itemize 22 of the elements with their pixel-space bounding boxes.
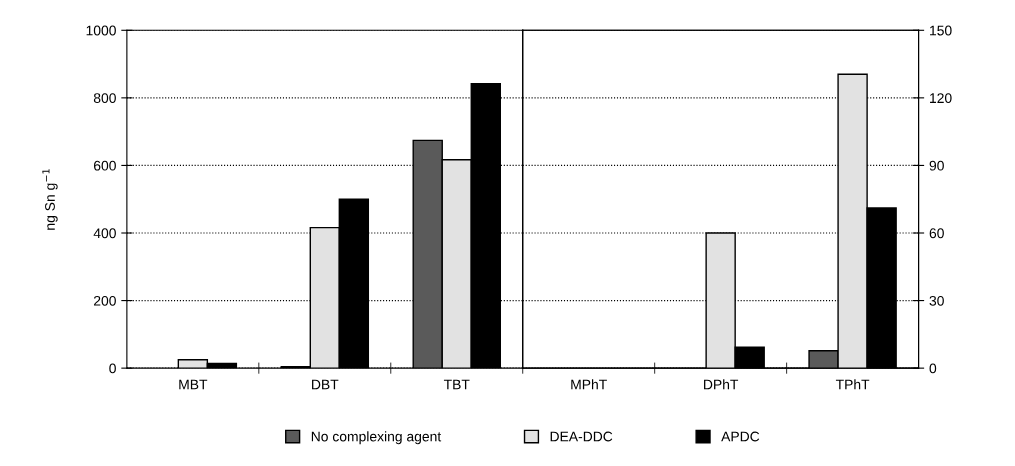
y2-tick-label: 150 bbox=[930, 25, 952, 36]
y2-tick-label: 0 bbox=[929, 363, 937, 374]
y-tick-label: 800 bbox=[93, 93, 116, 104]
x-tick-label: TBT bbox=[443, 379, 470, 390]
x-tick-label: MBT bbox=[179, 379, 208, 390]
x-tick-label: DBT bbox=[312, 379, 339, 390]
x-tick-label: DPhT bbox=[704, 379, 739, 390]
x-tick-label: MPhT bbox=[571, 379, 607, 390]
y-tick-label: 400 bbox=[93, 228, 116, 239]
legend-label: No complexing agent bbox=[311, 431, 442, 445]
y-tick-label: 1000 bbox=[86, 25, 116, 36]
x-tick-label: TPhT bbox=[835, 379, 870, 390]
y-tick-label: 0 bbox=[109, 363, 116, 374]
y2-tick-label: 30 bbox=[929, 295, 944, 306]
y-axis-title: ng Sn g$^{−1}$ bbox=[42, 169, 58, 230]
y-tick-label: 600 bbox=[93, 160, 116, 171]
y-tick-label: 200 bbox=[93, 295, 116, 306]
y2-tick-label: 90 bbox=[929, 160, 944, 171]
y2-tick-label: 60 bbox=[929, 228, 944, 239]
y2-tick-label: 120 bbox=[930, 93, 952, 104]
legend-label: DEA-DDC bbox=[550, 431, 613, 442]
legend-label: APDC bbox=[721, 431, 760, 442]
